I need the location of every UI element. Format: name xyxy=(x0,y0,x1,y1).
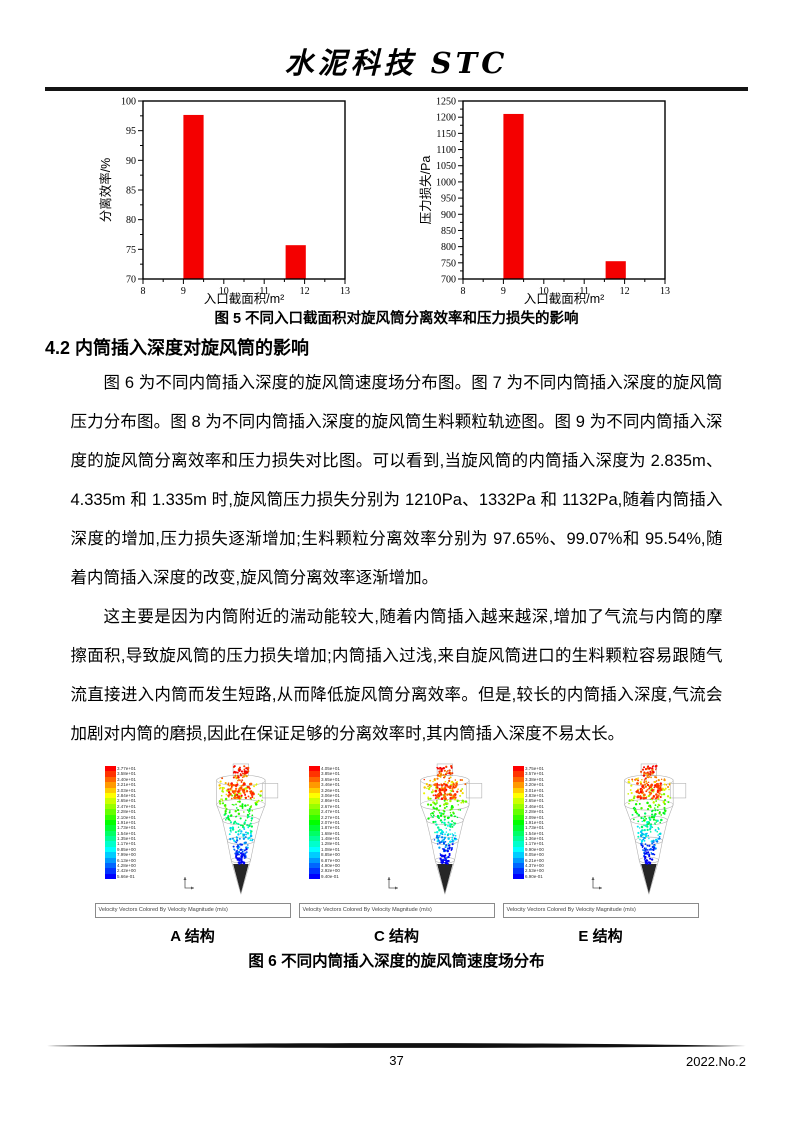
bar xyxy=(182,114,204,279)
paragraph: 图 6 为不同内筒插入深度的旋风筒速度场分布图。图 7 为不同内筒插入深度的旋风… xyxy=(70,374,723,587)
svg-text:1200: 1200 xyxy=(436,113,456,124)
svg-text:950: 950 xyxy=(441,194,456,205)
axis-triad-icon xyxy=(385,876,399,892)
cyclone-velocity-field xyxy=(215,763,278,895)
journal-page: 水泥科技 STC 8 9 10 11 12 13 70 75 80 85 90 95 100 入口截面积/… xyxy=(45,0,748,1069)
svg-text:9: 9 xyxy=(500,286,505,297)
svg-text:75: 75 xyxy=(126,245,136,256)
svg-text:100: 100 xyxy=(121,97,136,108)
velocity-vectors xyxy=(422,765,467,865)
svg-text:10: 10 xyxy=(538,286,548,297)
svg-text:90: 90 xyxy=(126,156,136,167)
cfd-panel-e: 3.75e+01 3.57e+01 3.38e+01 3.20e+01 3.01e+01… xyxy=(502,762,699,946)
velocity-colorbar: 3.77e+01 3.58e+01 3.40e+01 3.21e+01 3.03e+01… xyxy=(104,766,136,880)
body-text: 图 6 为不同内筒插入深度的旋风筒速度场分布图。图 7 为不同内筒插入深度的旋风… xyxy=(71,364,723,754)
svg-text:1150: 1150 xyxy=(436,129,456,140)
cfd-legend-title: Velocity Vectors Colored By Velocity Mag… xyxy=(298,903,495,918)
structure-label-e: E 结构 xyxy=(578,928,623,945)
cfd-panel-a: 3.77e+01 3.58e+01 3.40e+01 3.21e+01 3.03e+01… xyxy=(94,762,291,946)
svg-text:900: 900 xyxy=(441,210,456,221)
figure5: 8 9 10 11 12 13 70 75 80 85 90 95 100 入口截面积/m² 分离效率/% … xyxy=(45,93,748,307)
y-axis-label: 压力损失/Pa xyxy=(418,156,433,225)
structure-label-a: A 结构 xyxy=(170,928,215,945)
bar xyxy=(605,261,626,279)
svg-text:12: 12 xyxy=(619,286,629,297)
svg-text:85: 85 xyxy=(126,186,136,197)
cfd-legend-title: Velocity Vectors Colored By Velocity Mag… xyxy=(94,903,291,918)
svg-text:11: 11 xyxy=(579,286,589,297)
svg-text:1100: 1100 xyxy=(436,145,456,156)
velocity-colorbar: 3.75e+01 3.57e+01 3.38e+01 3.20e+01 3.01e+01… xyxy=(512,766,544,880)
chart-frame xyxy=(461,100,666,280)
pressure-loss-chart: 8 9 10 11 12 13 700 750 800 850 900 950 1000 1050 1100… xyxy=(418,97,670,307)
axis-ticks xyxy=(137,100,345,284)
journal-title: 水泥科技 STC xyxy=(284,46,509,80)
page-number: 37 xyxy=(389,1053,404,1068)
svg-text:750: 750 xyxy=(441,258,456,269)
page-header: 水泥科技 STC xyxy=(45,0,748,91)
chart-area: 8 9 10 11 12 13 700 750 800 850 900 950 1000 1050 1100… xyxy=(418,97,670,307)
velocity-colorbar: 4.05e+01 3.85e+01 3.65e+01 3.46e+01 3.26e+01… xyxy=(308,766,340,880)
cyclone-wireframe xyxy=(419,763,482,895)
svg-text:10: 10 xyxy=(218,286,228,297)
svg-text:8: 8 xyxy=(140,286,145,297)
svg-text:95: 95 xyxy=(126,126,136,137)
svg-text:800: 800 xyxy=(441,242,456,253)
section-heading: 4.2 内筒插入深度对旋风筒的影响 xyxy=(45,338,310,358)
figure6: 3.77e+01 3.58e+01 3.40e+01 3.21e+01 3.03e+01… xyxy=(45,762,748,971)
separation-efficiency-chart: 8 9 10 11 12 13 70 75 80 85 90 95 100 入口截面积/m² 分离效率/% xyxy=(98,97,350,307)
velocity-vectors xyxy=(217,765,263,865)
svg-text:850: 850 xyxy=(441,226,456,237)
header-rule xyxy=(45,87,748,91)
paragraph: 这主要是因为内筒附近的湍动能较大,随着内筒插入越来越深,增加了气流与内筒的摩擦面… xyxy=(70,608,723,743)
svg-text:80: 80 xyxy=(126,215,136,226)
dust-cone xyxy=(232,864,249,894)
bar xyxy=(285,245,306,279)
svg-text:13: 13 xyxy=(660,286,670,297)
issue-number: 2022.No.2 xyxy=(686,1054,746,1069)
dust-cone xyxy=(640,864,657,894)
bars xyxy=(502,113,626,279)
figure6-caption: 图 6 不同内筒插入深度的旋风筒速度场分布 xyxy=(248,953,545,970)
axis-triad-icon xyxy=(181,876,195,892)
axis-ticks xyxy=(457,100,665,284)
tick-labels: 8 9 10 11 12 13 70 75 80 85 90 95 100 xyxy=(121,97,350,298)
cyclone-velocity-field xyxy=(623,763,686,895)
svg-text:8: 8 xyxy=(460,286,465,297)
x-axis-label: 入口截面积/m² xyxy=(523,292,604,306)
svg-text:1250: 1250 xyxy=(436,97,456,108)
tick-labels: 8 9 10 11 12 13 700 750 800 850 900 950 1000 1050 1100… xyxy=(436,97,670,298)
x-axis-label: 入口截面积/m² xyxy=(203,292,284,306)
velocity-vectors xyxy=(626,764,671,865)
bar xyxy=(502,113,524,279)
figure5-caption: 图 5 不同入口截面积对旋风筒分离效率和压力损失的影响 xyxy=(214,311,579,327)
y-axis-label: 分离效率/% xyxy=(98,158,113,223)
svg-text:11: 11 xyxy=(259,286,269,297)
cyclone-wireframe xyxy=(623,763,686,895)
page-footer: 37 2022.No.2 xyxy=(45,1042,748,1069)
footer-rule xyxy=(47,1043,746,1048)
axis-triad-icon xyxy=(589,876,603,892)
dust-cone xyxy=(436,864,453,894)
cfd-panel-c: 4.05e+01 3.85e+01 3.65e+01 3.46e+01 3.26e+01… xyxy=(298,762,495,946)
cfd-legend-title: Velocity Vectors Colored By Velocity Mag… xyxy=(502,903,699,918)
structure-label-c: C 结构 xyxy=(373,928,419,945)
svg-text:1050: 1050 xyxy=(436,161,456,172)
svg-text:13: 13 xyxy=(340,286,350,297)
chart-area: 8 9 10 11 12 13 70 75 80 85 90 95 100 入口截面积/m² 分离效率/% xyxy=(98,97,350,307)
svg-text:12: 12 xyxy=(299,286,309,297)
cyclone-velocity-field xyxy=(419,763,482,895)
chart-frame xyxy=(141,100,346,280)
svg-text:9: 9 xyxy=(180,286,185,297)
svg-text:70: 70 xyxy=(126,275,136,286)
bars xyxy=(182,114,306,279)
svg-text:1000: 1000 xyxy=(436,177,456,188)
svg-text:700: 700 xyxy=(441,275,456,286)
